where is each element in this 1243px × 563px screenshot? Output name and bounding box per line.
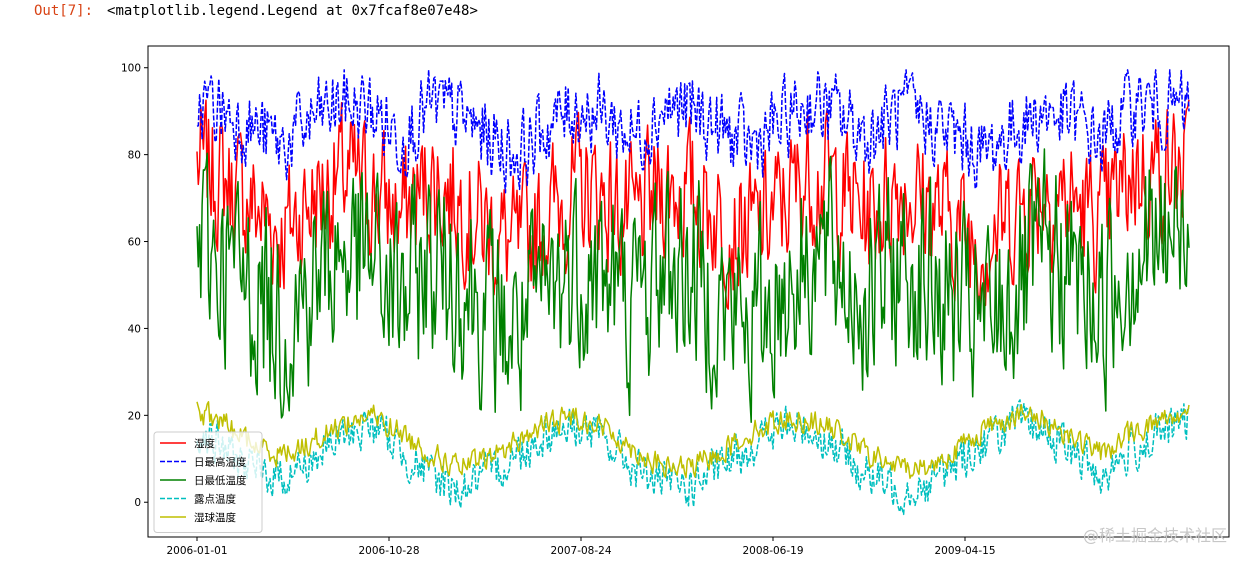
x-tick-label: 2007-08-24 <box>550 545 611 557</box>
y-tick-label: 40 <box>128 323 141 335</box>
cell-output-line: Out[7]: <matplotlib.legend.Legend at 0x7f… <box>34 3 478 19</box>
legend-label: 露点温度 <box>194 493 236 506</box>
series-line-2 <box>196 69 1190 194</box>
legend-label: 湿度 <box>194 437 215 450</box>
y-tick-label: 60 <box>128 237 141 249</box>
series-line-1 <box>196 99 1190 314</box>
x-tick-label: 2006-01-01 <box>166 545 227 557</box>
legend-box <box>153 431 263 533</box>
axes-frame <box>147 45 1230 538</box>
output-text: <matplotlib.legend.Legend at 0x7fcaf8e07… <box>107 3 478 19</box>
y-tick-label: 80 <box>128 150 141 162</box>
y-axis: 0 20 40 60 80 100 <box>121 63 148 509</box>
x-tick-label: 2008-06-19 <box>742 545 803 557</box>
y-tick-label: 0 <box>134 497 141 509</box>
legend-label: 日最低温度 <box>194 474 247 487</box>
series-line-4 <box>196 399 1190 516</box>
watermark: @稀土掘金技术社区 <box>1082 526 1227 545</box>
x-tick-label: 2009-04-15 <box>934 545 995 557</box>
legend-label: 湿球温度 <box>194 511 236 524</box>
x-tick-label: 2006-10-28 <box>358 545 419 557</box>
output-prompt: Out[7]: <box>34 3 94 19</box>
y-tick-label: 20 <box>128 410 141 422</box>
series-line-5 <box>196 401 1190 479</box>
x-axis: 2006-01-01 2006-10-28 2007-08-24 2008-06-19… <box>166 537 996 557</box>
series-layer <box>196 69 1190 516</box>
legend-label: 日最高温度 <box>194 456 247 469</box>
series-line-3 <box>196 148 1190 424</box>
y-tick-label: 100 <box>121 63 141 75</box>
